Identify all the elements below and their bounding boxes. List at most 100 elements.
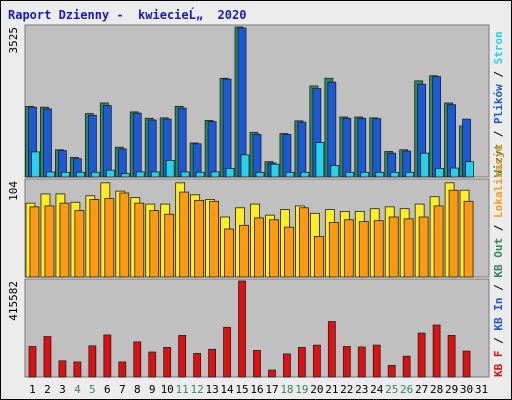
bar-top-stron-1 (31, 151, 40, 178)
bar-top-stron-2 (46, 171, 55, 178)
legend-top-part-4: Stron (492, 31, 505, 64)
bar-top-plikw-2 (43, 108, 52, 178)
bar-top-stron-28 (435, 168, 445, 178)
x-tick-day-1: 1 (29, 383, 36, 396)
bar-middle-kbout-18 (284, 226, 294, 278)
bar-middle-kbout-12 (194, 199, 205, 278)
x-tick-day-10: 10 (161, 383, 174, 396)
bar-bottom-kbf-4 (73, 361, 82, 378)
bar-middle-kbout-5 (89, 199, 100, 278)
bar-top-plikw-11 (177, 107, 187, 178)
bar-middle-kbout-21 (328, 222, 339, 278)
bar-top-stron-25 (390, 171, 400, 178)
legend-bottom: KB F / KB In / KB Out / Lokalizacje (492, 145, 505, 377)
bar-bottom-kbf-28 (432, 324, 441, 378)
bar-middle-kbout-23 (358, 221, 369, 278)
bar-bottom-kbf-16 (253, 350, 261, 378)
bar-top-stron-30 (465, 161, 474, 178)
bar-middle-kbout-11 (179, 191, 190, 278)
bar-top-stron-26 (405, 171, 415, 178)
legend-bottom-part-2: KB In (492, 298, 505, 331)
bar-middle-kbout-29 (448, 189, 459, 278)
x-tick-day-26: 26 (400, 383, 413, 396)
bar-middle-kbout-19 (298, 207, 309, 278)
bar-middle-kbout-10 (164, 213, 175, 278)
legend-top-part-2: Plików (492, 84, 505, 124)
bar-top-plikw-23 (357, 117, 367, 178)
x-tick-day-17: 17 (265, 383, 278, 396)
bar-bottom-kbf-17 (268, 369, 276, 378)
bar-top-stron-19 (300, 171, 310, 178)
bar-middle-kbout-20 (313, 235, 324, 278)
x-tick-day-22: 22 (340, 383, 353, 396)
legend-top-part-1: / (492, 124, 505, 144)
x-tick-day-4: 4 (74, 383, 81, 396)
x-tick-day-11: 11 (176, 383, 189, 396)
bar-top-stron-23 (360, 171, 370, 178)
bar-top-stron-11 (180, 171, 190, 178)
bar-top-stron-29 (450, 167, 459, 178)
x-tick-day-13: 13 (205, 383, 218, 396)
x-tick-day-12: 12 (191, 383, 204, 396)
bar-top-stron-16 (255, 171, 265, 178)
bar-top-plikw-28 (432, 76, 442, 178)
legend-top-part-0: Wizyt (492, 144, 505, 177)
bar-top-stron-24 (375, 171, 385, 178)
bar-middle-kbout-26 (403, 218, 414, 278)
bar-bottom-kbf-13 (208, 348, 217, 378)
bar-middle-kbout-15 (239, 224, 249, 278)
axis-max-label-bottom: 415582 (7, 281, 20, 321)
bar-top-stron-10 (165, 159, 175, 178)
bar-middle-kbout-13 (209, 200, 220, 278)
bar-middle-kbout-3 (59, 202, 70, 278)
bar-top-stron-21 (330, 165, 340, 178)
legend-bottom-part-1: / (492, 331, 505, 351)
bar-top-plikw-8 (132, 112, 142, 178)
x-tick-day-7: 7 (119, 383, 126, 396)
bar-bottom-kbf-27 (417, 332, 426, 378)
bar-bottom-kbf-12 (193, 353, 202, 378)
bar-top-stron-9 (150, 171, 160, 178)
bar-middle-kbout-7 (119, 192, 130, 278)
bar-top-stron-12 (195, 171, 205, 178)
axis-max-label-middle: 104 (7, 181, 20, 201)
bar-bottom-kbf-26 (402, 355, 411, 378)
bar-bottom-kbf-6 (103, 334, 112, 378)
bar-top-stron-7 (120, 173, 130, 178)
bar-middle-kbout-28 (433, 205, 444, 278)
bar-bottom-kbf-20 (312, 344, 321, 378)
x-tick-day-24: 24 (370, 383, 384, 396)
bar-middle-kbout-9 (149, 210, 160, 278)
x-tick-day-20: 20 (310, 383, 323, 396)
x-tick-day-6: 6 (104, 383, 111, 396)
legend-bottom-part-4: KB Out (492, 238, 505, 278)
bar-middle-kbout-1 (29, 206, 40, 278)
bar-middle-kbout-8 (134, 202, 145, 278)
bar-bottom-kbf-14 (223, 326, 231, 378)
bar-bottom-kbf-10 (163, 347, 172, 378)
bar-top-stron-22 (345, 171, 355, 178)
bar-top-stron-15 (240, 154, 250, 178)
bar-bottom-kbf-25 (387, 365, 396, 378)
bar-top-plikw-19 (297, 121, 307, 178)
bar-middle-kbout-27 (418, 216, 429, 278)
bar-bottom-kbf-8 (133, 341, 142, 378)
bar-middle-kbout-25 (388, 216, 399, 278)
bar-bottom-kbf-21 (327, 321, 336, 378)
bar-bottom-kbf-11 (178, 335, 187, 378)
x-tick-day-18: 18 (280, 383, 293, 396)
bar-bottom-kbf-9 (148, 351, 157, 378)
bar-middle-kbout-22 (343, 219, 354, 278)
legend-bottom-part-0: KB F (492, 351, 505, 378)
x-tick-day-21: 21 (325, 383, 338, 396)
bar-bottom-kbf-2 (43, 336, 52, 378)
x-tick-day-19: 19 (295, 383, 308, 396)
x-tick-day-28: 28 (430, 383, 443, 396)
x-tick-day-15: 15 (235, 383, 248, 396)
bar-top-stron-6 (105, 169, 115, 178)
x-tick-day-9: 9 (149, 383, 156, 396)
bar-top-plikw-24 (372, 118, 382, 178)
x-tick-day-23: 23 (355, 383, 368, 396)
bar-top-plikw-5 (87, 114, 97, 178)
